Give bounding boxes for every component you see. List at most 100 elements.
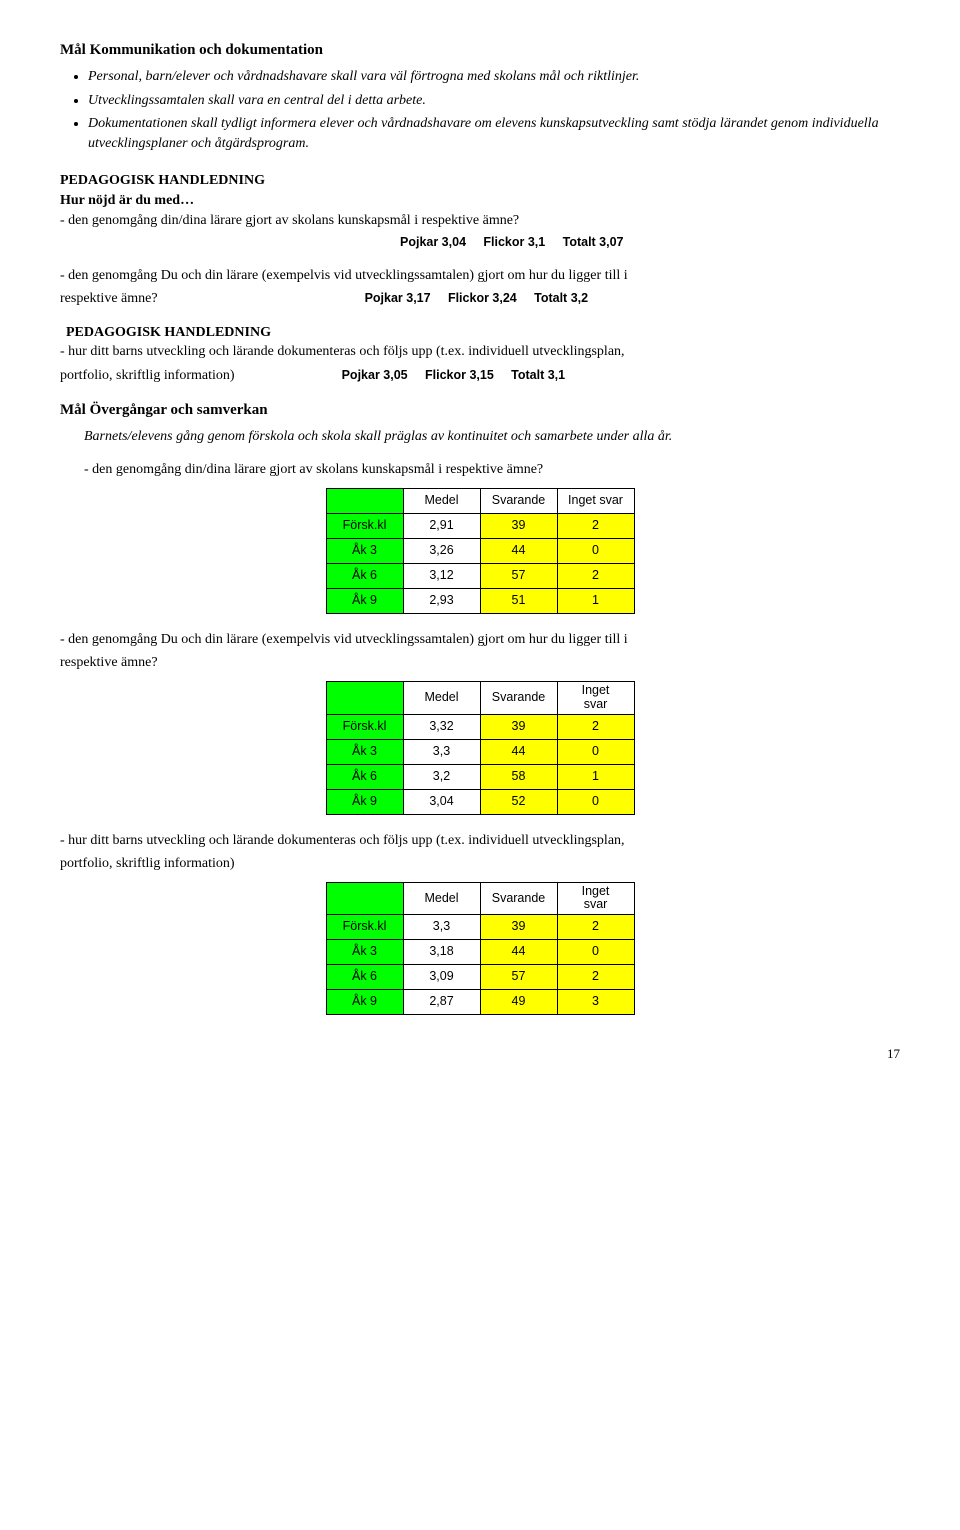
cell: 3,32 [403,714,480,739]
cell: 2 [557,965,634,990]
table-row: Åk 9 2,93 51 1 [326,588,634,613]
cell: 49 [480,990,557,1015]
stat-pojkar: Pojkar 3,05 [342,368,408,382]
cell: 2 [557,563,634,588]
row-label: Försk.kl [326,915,403,940]
table-header-svarande: Svarande [480,882,557,915]
table1-question: - den genomgång din/dina lärare gjort av… [84,460,900,480]
table-row: Åk 9 2,87 49 3 [326,990,634,1015]
cell: 3,26 [403,538,480,563]
stat-pojkar: Pojkar 3,17 [365,291,431,305]
table-row: Försk.kl 3,3 39 2 [326,915,634,940]
stat-totalt: Totalt 3,2 [534,291,588,305]
row-label: Åk 3 [326,940,403,965]
cell: 44 [480,739,557,764]
cell: 3 [557,990,634,1015]
stat-flickor: Flickor 3,24 [448,291,517,305]
table-row: Åk 3 3,26 44 0 [326,538,634,563]
table-header-medel: Medel [403,488,480,513]
table-header-medel: Medel [403,882,480,915]
row-label: Åk 6 [326,563,403,588]
cell: 39 [480,513,557,538]
bullet-item: Dokumentationen skall tydligt informera … [88,114,900,153]
table-row: Försk.kl 2,91 39 2 [326,513,634,538]
stat-pojkar: Pojkar 3,04 [400,235,466,249]
row-label: Åk 3 [326,739,403,764]
table-row: Försk.kl 3,32 39 2 [326,714,634,739]
pedagogisk1-q2-line: respektive ämne? Pojkar 3,17 Flickor 3,2… [60,289,900,309]
cell: 0 [557,538,634,563]
table-row: Åk 6 3,12 57 2 [326,563,634,588]
stat-flickor: Flickor 3,15 [425,368,494,382]
pedagogisk1-q1: - den genomgång din/dina lärare gjort av… [60,211,900,231]
table-header-svarande: Svarande [480,682,557,715]
cell: 0 [557,789,634,814]
cell: 2,93 [403,588,480,613]
row-label: Åk 6 [326,764,403,789]
cell: 51 [480,588,557,613]
table-header-empty [326,882,403,915]
cell: 44 [480,538,557,563]
table-row: Åk 3 3,3 44 0 [326,739,634,764]
cell: 3,12 [403,563,480,588]
table-header-ingetsvar: Ingetsvar [557,682,634,715]
pedagogisk2-q3-line: portfolio, skriftlig information) Pojkar… [60,366,900,386]
pedagogisk2-label: PEDAGOGISK HANDLEDNING [66,323,900,343]
pedagogisk2-q3b: portfolio, skriftlig information) [60,368,235,383]
cell: 44 [480,940,557,965]
cell: 3,2 [403,764,480,789]
row-label: Åk 9 [326,990,403,1015]
table-header-svarande: Svarande [480,488,557,513]
section1-bullets: Personal, barn/elever och vårdnadshavare… [60,67,900,153]
table-header-ingetsvar: Inget svar [557,488,634,513]
table-row: Åk 6 3,09 57 2 [326,965,634,990]
cell: 3,3 [403,739,480,764]
row-label: Försk.kl [326,714,403,739]
page-number: 17 [60,1045,900,1063]
bullet-item: Personal, barn/elever och vårdnadshavare… [88,67,900,87]
cell: 58 [480,764,557,789]
table2-question-a: - den genomgång Du och din lärare (exemp… [60,630,900,650]
cell: 57 [480,563,557,588]
stat-totalt: Totalt 3,07 [563,235,624,249]
cell: 3,04 [403,789,480,814]
table3-question-a: - hur ditt barns utveckling och lärande … [60,831,900,851]
cell: 57 [480,965,557,990]
cell: 39 [480,915,557,940]
cell: 1 [557,764,634,789]
pedagogisk1-q2a: - den genomgång Du och din lärare (exemp… [60,266,900,286]
table3: Medel Svarande Ingetsvar Försk.kl 3,3 39… [326,882,635,1016]
bullet-item: Utvecklingssamtalen skall vara en centra… [88,91,900,111]
cell: 2,91 [403,513,480,538]
cell: 1 [557,588,634,613]
cell: 2 [557,915,634,940]
pedagogisk2-q3-stats: Pojkar 3,05 Flickor 3,15 Totalt 3,1 [342,368,566,382]
table-header-ingetsvar: Ingetsvar [557,882,634,915]
pedagogisk2-q3a: - hur ditt barns utveckling och lärande … [60,342,900,362]
cell: 3,18 [403,940,480,965]
table2: Medel Svarande Ingetsvar Försk.kl 3,32 3… [326,681,635,815]
table-header-medel: Medel [403,682,480,715]
table-header-empty [326,488,403,513]
cell: 2 [557,714,634,739]
pedagogisk1-q2-stats: Pojkar 3,17 Flickor 3,24 Totalt 3,2 [365,291,589,305]
pedagogisk1-sub: Hur nöjd är du med… [60,191,900,211]
pedagogisk1-label: PEDAGOGISK HANDLEDNING [60,171,900,191]
row-label: Åk 6 [326,965,403,990]
cell: 3,3 [403,915,480,940]
cell: 2,87 [403,990,480,1015]
section2-desc: Barnets/elevens gång genom förskola och … [84,427,900,447]
pedagogisk1-q2b: respektive ämne? [60,291,158,306]
cell: 39 [480,714,557,739]
row-label: Åk 9 [326,789,403,814]
table-header-empty [326,682,403,715]
table-row: Åk 3 3,18 44 0 [326,940,634,965]
section1-title: Mål Kommunikation och dokumentation [60,40,900,61]
cell: 3,09 [403,965,480,990]
table-row: Åk 6 3,2 58 1 [326,764,634,789]
row-label: Försk.kl [326,513,403,538]
cell: 0 [557,940,634,965]
table3-question-b: portfolio, skriftlig information) [60,854,900,874]
row-label: Åk 3 [326,538,403,563]
table1: Medel Svarande Inget svar Försk.kl 2,91 … [326,488,635,614]
